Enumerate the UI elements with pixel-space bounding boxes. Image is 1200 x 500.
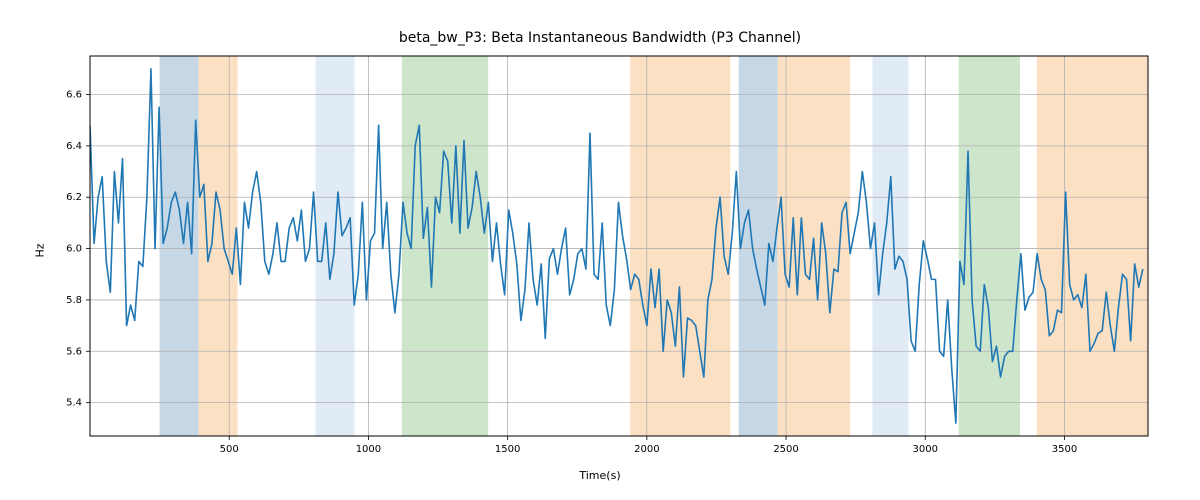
chart-title: beta_bw_P3: Beta Instantaneous Bandwidth…: [0, 30, 1200, 46]
y-tick-label: 5.8: [66, 295, 82, 306]
x-axis-label: Time(s): [0, 469, 1200, 482]
y-tick-label: 5.4: [66, 398, 82, 409]
x-tick-label: 1000: [356, 444, 381, 455]
y-tick-label: 6.4: [66, 141, 82, 152]
band-region: [160, 56, 199, 436]
x-tick-label: 2000: [634, 444, 659, 455]
band-region: [402, 56, 488, 436]
y-tick-label: 6.0: [66, 244, 82, 255]
figure: beta_bw_P3: Beta Instantaneous Bandwidth…: [0, 0, 1200, 500]
x-tick-label: 500: [220, 444, 239, 455]
x-tick-label: 1500: [495, 444, 520, 455]
y-tick-label: 5.6: [66, 346, 82, 357]
y-tick-label: 6.2: [66, 192, 82, 203]
y-axis-label: Hz: [30, 0, 50, 500]
band-region: [1037, 56, 1148, 436]
band-region: [959, 56, 1020, 436]
x-tick-label: 3000: [913, 444, 938, 455]
x-tick-label: 3500: [1052, 444, 1077, 455]
plot-area: 500 1000 1500 2000 2500 3000 3500 5.4 5.6 5.8 6.0 6…: [0, 0, 1200, 500]
band-region: [739, 56, 778, 436]
band-region: [199, 56, 238, 436]
y-tick-label: 6.6: [66, 90, 82, 101]
band-region: [872, 56, 908, 436]
x-tick-label: 2500: [773, 444, 798, 455]
